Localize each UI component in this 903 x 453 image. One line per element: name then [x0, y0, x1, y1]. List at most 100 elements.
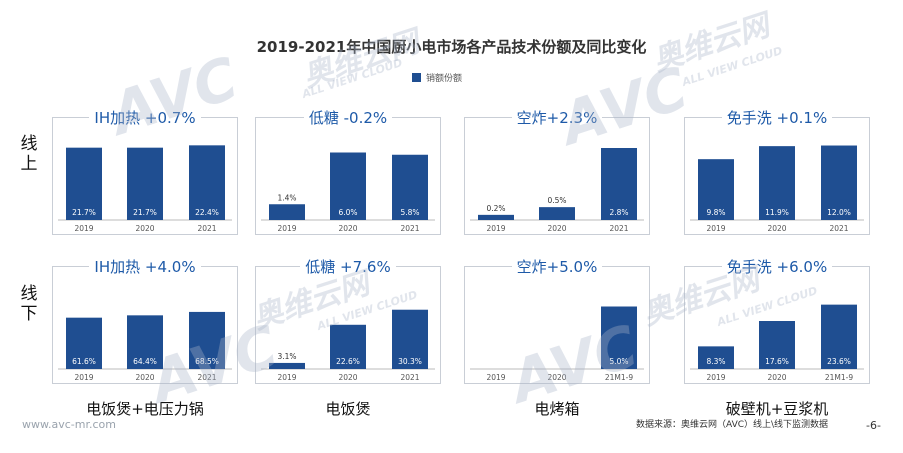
panel-offline-rice-cooker-low-sugar: 3.1% 2019 22.6% 2020 30.3% 2021 低糖 +7.6%: [255, 258, 441, 384]
x-tick-label: 2021: [400, 373, 419, 382]
data-label: 23.6%: [827, 357, 851, 366]
panel-online-rice-cooker: 21.7% 2019 21.7% 2020 22.4% 2021 IH加热 +0.7%: [52, 109, 238, 235]
category-label-4: 破壁机+豆浆机: [725, 400, 829, 418]
bar-chart: 21.7% 2019 21.7% 2020 22.4% 2021: [52, 117, 238, 235]
bar-2021: [392, 154, 428, 220]
bar-2021: [189, 145, 225, 220]
panel-title-text: 低糖 -0.2%: [303, 109, 393, 127]
x-tick-label: 2020: [135, 373, 154, 382]
x-tick-label: 2020: [547, 224, 566, 233]
x-tick-label: 21M1-9: [605, 373, 633, 382]
row-label-offline: 线下: [20, 284, 38, 324]
bar-2020: [759, 146, 795, 220]
x-tick-label: 2020: [767, 373, 786, 382]
legend: 销额份额: [412, 71, 462, 84]
x-tick-label: 2021: [197, 224, 216, 233]
data-label: 30.3%: [398, 357, 422, 366]
x-tick-label: 2021: [197, 373, 216, 382]
panel-title: 空炸+5.0%: [464, 256, 650, 277]
x-tick-label: 2019: [74, 373, 93, 382]
bar-2019: [66, 317, 102, 369]
bar-2020: [330, 324, 366, 369]
data-label: 6.0%: [338, 208, 357, 217]
bar-chart: 61.6% 2019 64.4% 2020 68.5% 2021: [52, 266, 238, 384]
x-tick-label: 2021: [609, 224, 628, 233]
bar-2019: [478, 214, 514, 220]
data-label: 3.1%: [277, 352, 296, 361]
data-label: 0.2%: [486, 204, 505, 213]
bar-21M1-9: [821, 304, 857, 369]
data-label: 5.8%: [400, 208, 419, 217]
data-label: 9.8%: [706, 208, 725, 217]
panel-online-blender: 9.8% 2019 11.9% 2020 12.0% 2021 免手洗 +0.1%: [684, 109, 870, 235]
panel-title: 低糖 +7.6%: [255, 256, 441, 277]
panel-offline-oven: 2019 2020 5.0% 21M1-9 空炸+5.0%: [464, 258, 650, 384]
x-tick-label: 2020: [767, 224, 786, 233]
panel-title: IH加热 +0.7%: [52, 107, 238, 128]
data-source: 数据来源：奥维云网（AVC）线上\线下监测数据: [636, 420, 829, 430]
panel-title: 免手洗 +6.0%: [684, 256, 870, 277]
bar-2019: [269, 204, 305, 220]
chart-title: 2019-2021年中国厨小电市场各产品技术份额及同比变化: [256, 38, 647, 56]
x-tick-label: 2021: [400, 224, 419, 233]
x-tick-label: 2021: [829, 224, 848, 233]
data-label: 11.9%: [765, 208, 789, 217]
bar-chart: 3.1% 2019 22.6% 2020 30.3% 2021: [255, 266, 441, 384]
bar-2019: [66, 147, 102, 220]
panel-title: IH加热 +4.0%: [52, 256, 238, 277]
bar-21M1-9: [601, 306, 637, 369]
x-tick-label: 21M1-9: [825, 373, 853, 382]
data-label: 1.4%: [277, 193, 296, 202]
data-label: 21.7%: [72, 208, 96, 217]
bar-2019: [698, 159, 734, 220]
panel-title-text: 空炸+2.3%: [511, 109, 603, 127]
bar-2020: [759, 321, 795, 369]
data-label: 17.6%: [765, 357, 789, 366]
panel-online-oven: 0.2% 2019 0.5% 2020 2.8% 2021 空炸+2.3%: [464, 109, 650, 235]
data-label: 64.4%: [133, 357, 157, 366]
bar-chart: 9.8% 2019 11.9% 2020 12.0% 2021: [684, 117, 870, 235]
bar-2020: [539, 207, 575, 220]
page-number: -6-: [866, 419, 881, 432]
category-label-1: 电饭煲+电压力锅: [86, 400, 204, 418]
panel-title: 低糖 -0.2%: [255, 107, 441, 128]
legend-label: 销额份额: [426, 74, 463, 84]
legend-swatch: [412, 73, 421, 82]
bar-2020: [127, 315, 163, 369]
x-tick-label: 2020: [338, 373, 357, 382]
panel-title: 免手洗 +0.1%: [684, 107, 870, 128]
data-label: 22.4%: [195, 208, 219, 217]
bar-2020: [127, 147, 163, 220]
watermark-en: ALL VIEW CLOUD: [300, 56, 405, 101]
panel-title-text: 免手洗 +0.1%: [721, 109, 833, 127]
x-tick-label: 2020: [338, 224, 357, 233]
category-label-2: 电饭煲: [325, 400, 371, 418]
x-tick-label: 2019: [706, 373, 725, 382]
panel-title-text: 空炸+5.0%: [511, 258, 603, 276]
x-tick-label: 2019: [74, 224, 93, 233]
panel-online-rice-cooker-low-sugar: 1.4% 2019 6.0% 2020 5.8% 2021 低糖 -0.2%: [255, 109, 441, 235]
data-label: 22.6%: [336, 357, 360, 366]
bar-2021: [392, 309, 428, 369]
panel-offline-rice-cooker: 61.6% 2019 64.4% 2020 68.5% 2021 IH加热 +4.0%: [52, 258, 238, 384]
x-tick-label: 2020: [135, 224, 154, 233]
bar-2021: [189, 311, 225, 369]
panel-title-text: IH加热 +4.0%: [89, 258, 201, 276]
bar-2019: [269, 362, 305, 369]
data-label: 68.5%: [195, 357, 219, 366]
data-label: 12.0%: [827, 208, 851, 217]
category-label-3: 电烤箱: [534, 400, 580, 418]
bar-2021: [821, 145, 857, 220]
bar-chart: 2019 2020 5.0% 21M1-9: [464, 266, 650, 384]
x-tick-label: 2019: [706, 224, 725, 233]
data-label: 2.8%: [609, 208, 628, 217]
panel-offline-blender: 8.3% 2019 17.6% 2020 23.6% 21M1-9 免手洗 +6.0%: [684, 258, 870, 384]
x-tick-label: 2020: [547, 373, 566, 382]
bar-chart: 8.3% 2019 17.6% 2020 23.6% 21M1-9: [684, 266, 870, 384]
x-tick-label: 2019: [277, 373, 296, 382]
bar-chart: 0.2% 2019 0.5% 2020 2.8% 2021: [464, 117, 650, 235]
bar-chart: 1.4% 2019 6.0% 2020 5.8% 2021: [255, 117, 441, 235]
bar-2019: [698, 346, 734, 369]
x-tick-label: 2019: [486, 224, 505, 233]
x-tick-label: 2019: [277, 224, 296, 233]
